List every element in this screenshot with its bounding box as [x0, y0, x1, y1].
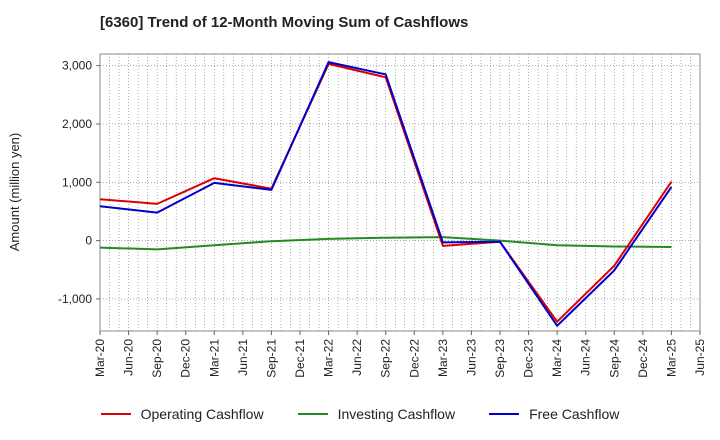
y-tick-label: 1,000	[62, 175, 92, 189]
x-tick-label: Jun-22	[350, 339, 364, 376]
x-tick-label: Sep-20	[150, 339, 164, 378]
legend-item-free-cashflow: Free Cashflow	[489, 406, 619, 422]
x-tick-label: Dec-23	[522, 339, 536, 378]
x-tick-label: Mar-23	[436, 339, 450, 377]
legend-label: Operating Cashflow	[140, 406, 264, 422]
x-tick-label: Mar-21	[207, 339, 221, 377]
x-tick-label: Sep-21	[264, 339, 278, 378]
legend: Operating Cashflow Investing Cashflow Free…	[0, 402, 720, 426]
legend-swatch	[489, 413, 520, 415]
y-tick-label: -1,000	[58, 292, 92, 306]
y-tick-label: 2,000	[62, 117, 92, 131]
x-tick-label: Dec-20	[179, 339, 193, 378]
x-tick-label: Dec-24	[636, 339, 650, 378]
legend-label: Investing Cashflow	[337, 406, 456, 422]
x-tick-label: Mar-25	[664, 339, 678, 377]
x-tick-label: Sep-24	[607, 339, 621, 378]
x-tick-label: Mar-22	[322, 339, 336, 377]
x-tick-label: Dec-22	[407, 339, 421, 378]
series-line-free-cashflow	[99, 61, 673, 327]
series-layer	[99, 61, 673, 327]
x-tick-label: Jun-20	[122, 339, 136, 376]
x-tick-label: Mar-24	[550, 339, 564, 377]
y-tick-label: 3,000	[62, 59, 92, 73]
x-tick-label: Jun-25	[693, 339, 707, 376]
chart-title: [6360] Trend of 12-Month Moving Sum of C…	[100, 14, 469, 31]
x-tick-label: Sep-22	[379, 339, 393, 378]
plot-frame	[99, 53, 701, 332]
x-tick-label: Mar-20	[93, 339, 107, 377]
x-tick-label: Jun-24	[579, 339, 593, 376]
y-axis-label: Amount (million yen)	[7, 133, 22, 252]
legend-label: Free Cashflow	[529, 406, 620, 422]
legend-item-investing-cashflow: Investing Cashflow	[297, 406, 456, 422]
series-line-investing-cashflow	[99, 236, 672, 251]
y-tick-label: 0	[85, 234, 92, 248]
legend-item-operating-cashflow: Operating Cashflow	[100, 406, 264, 422]
grid-layer	[99, 54, 701, 331]
axis-layer: -1,000 0 1,000 2,000 3,000 Mar-20 Jun-20 Sep-20…	[58, 53, 707, 378]
x-tick-label: Sep-23	[493, 339, 507, 378]
x-tick-label: Dec-21	[293, 339, 307, 378]
x-tick-label: Jun-23	[464, 339, 478, 376]
x-tick-label: Jun-21	[236, 339, 250, 376]
legend-swatch	[297, 413, 328, 415]
legend-swatch	[100, 413, 131, 415]
